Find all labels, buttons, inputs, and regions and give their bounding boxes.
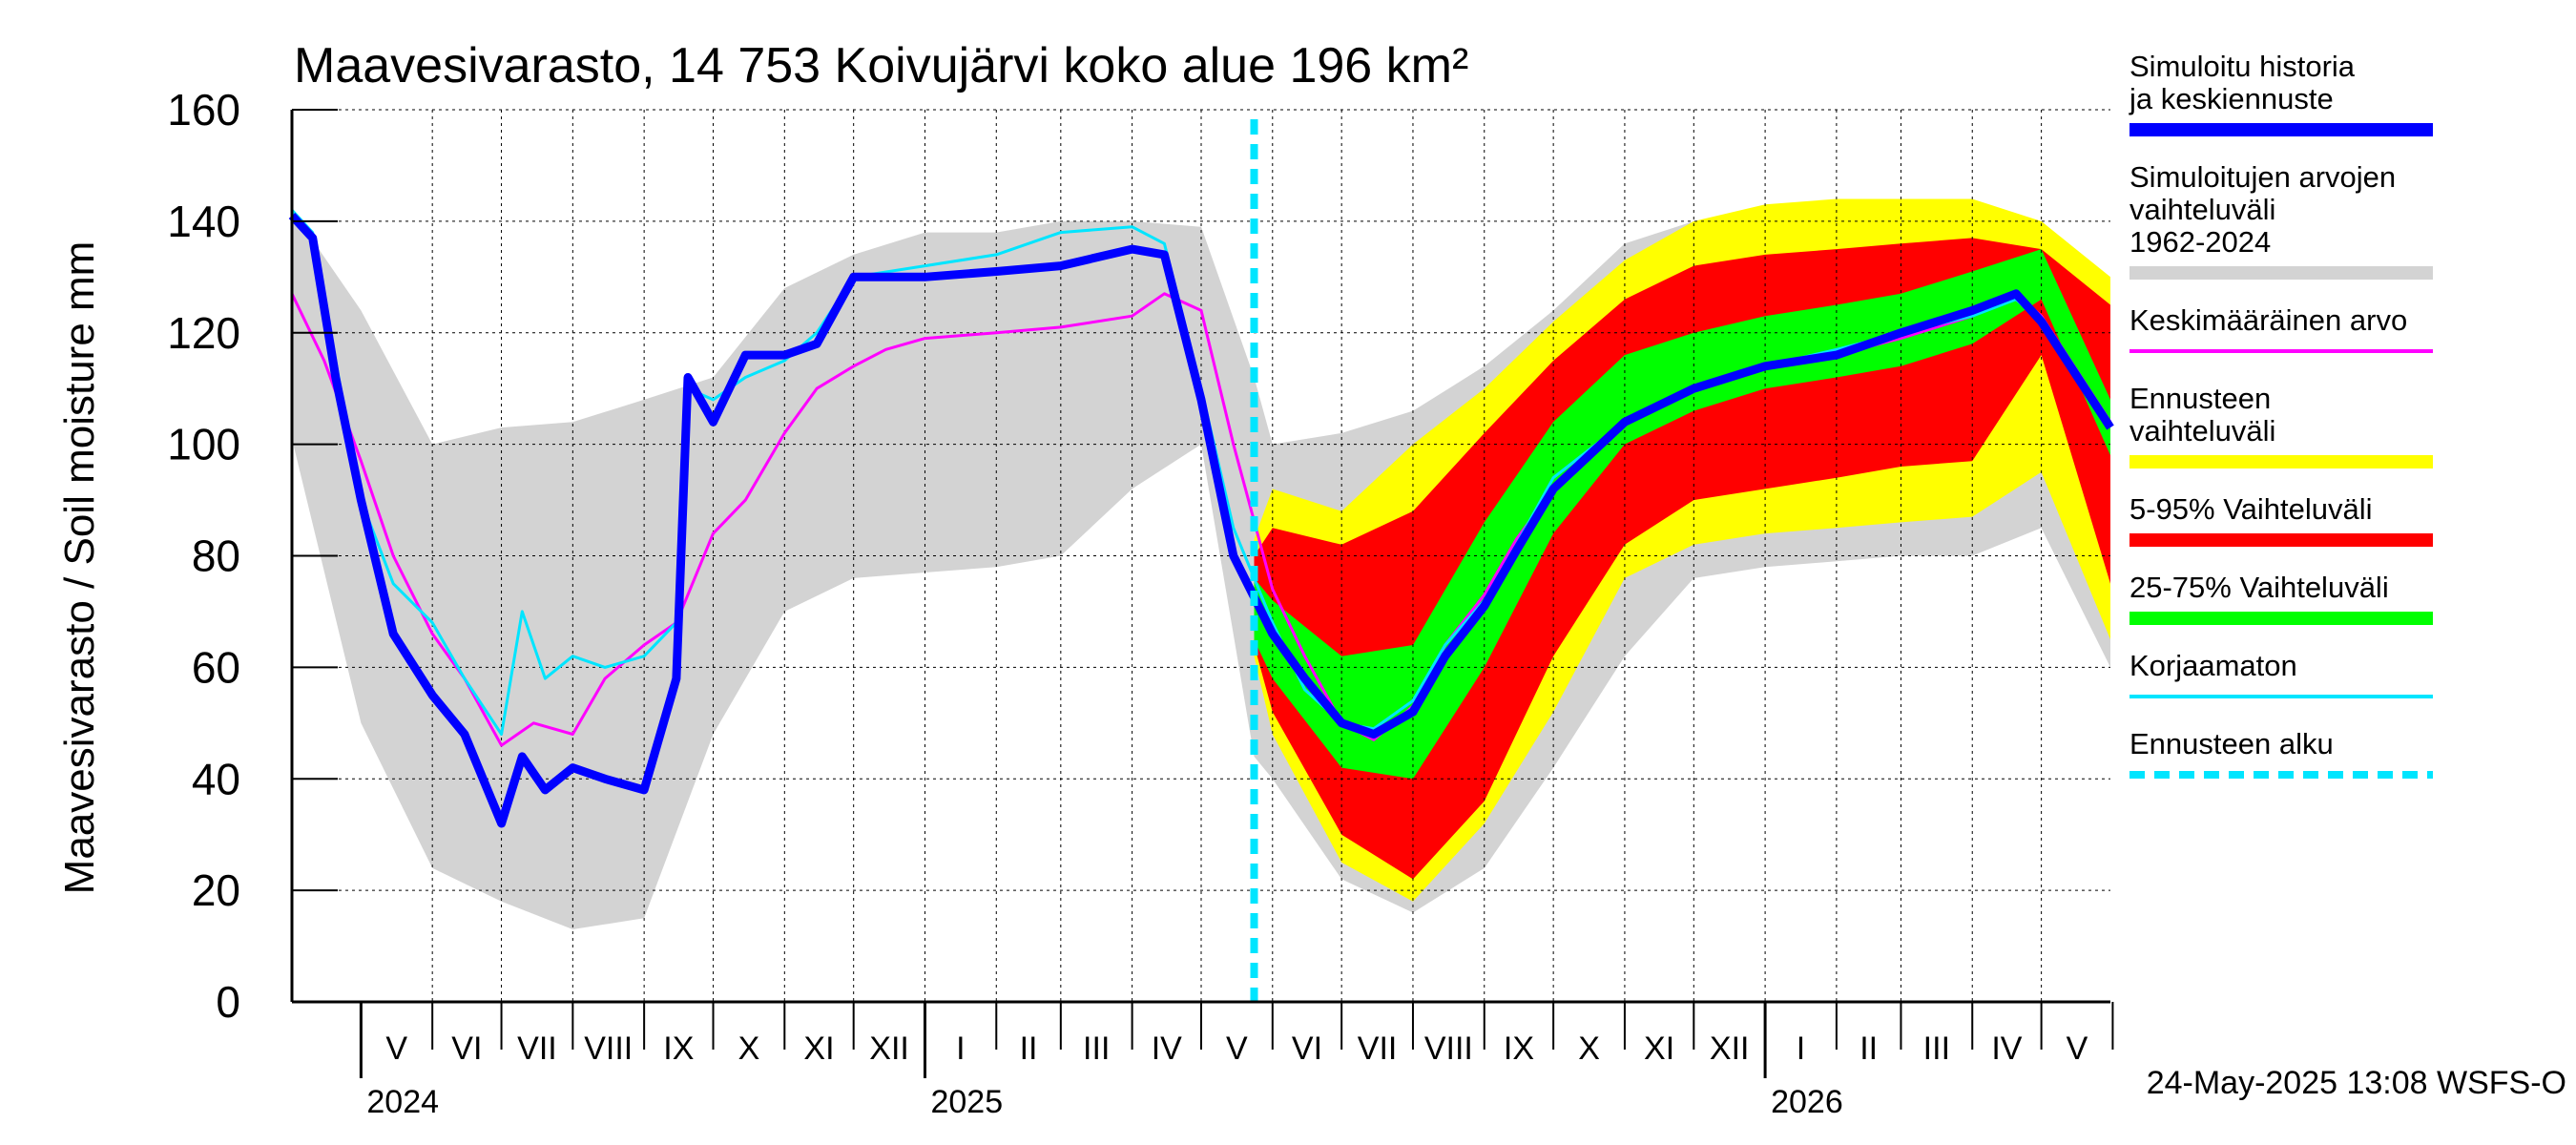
x-month-label: VIII bbox=[1424, 1030, 1473, 1067]
x-month-label: V bbox=[1226, 1030, 1248, 1067]
legend-item-5-95-vaihteluv-li: 5-95% Vaihteluväli bbox=[2129, 492, 2433, 547]
x-month-label: VI bbox=[451, 1030, 482, 1067]
legend-item-label: Simuloitujen arvojen vaihteluväli 1962-202… bbox=[2129, 160, 2396, 259]
y-tick-label: 60 bbox=[192, 642, 240, 692]
x-month-label: XII bbox=[869, 1030, 909, 1067]
x-year-label: 2026 bbox=[1771, 1084, 1843, 1120]
x-month-label: I bbox=[956, 1030, 965, 1067]
legend-item-label: Ennusteen alku bbox=[2129, 727, 2334, 760]
legend-item-25-75-vaihteluv-li: 25-75% Vaihteluväli bbox=[2129, 571, 2433, 625]
x-month-label: VII bbox=[517, 1030, 557, 1067]
x-month-label: III bbox=[1923, 1030, 1950, 1067]
x-year-label: 2024 bbox=[366, 1084, 439, 1120]
x-month-label: VII bbox=[1358, 1030, 1398, 1067]
x-month-label: V bbox=[2067, 1030, 2088, 1067]
y-axis-label: Maavesivarasto / Soil moisture mm bbox=[56, 241, 103, 895]
chart-title: Maavesivarasto, 14 753 Koivujärvi koko a… bbox=[294, 38, 1468, 94]
x-month-label: III bbox=[1083, 1030, 1110, 1067]
legend: Simuloitu historia ja keskiennuste Simuloi… bbox=[2129, 50, 2433, 779]
y-tick-label: 80 bbox=[192, 531, 240, 581]
legend-item-ennusteen-alku: Ennusteen alku bbox=[2129, 727, 2433, 779]
x-month-label: II bbox=[1020, 1030, 1038, 1067]
x-month-label: XII bbox=[1710, 1030, 1750, 1067]
x-month-label: VIII bbox=[584, 1030, 633, 1067]
legend-item-label: Simuloitu historia ja keskiennuste bbox=[2129, 50, 2356, 115]
legend-item-korjaamaton: Korjaamaton bbox=[2129, 649, 2433, 698]
legend-item-keskim-r-inen-arvo: Keskimääräinen arvo bbox=[2129, 303, 2433, 353]
x-month-label: V bbox=[385, 1030, 407, 1067]
band-25-75-vaihteluv-li bbox=[1254, 249, 2110, 780]
footer-timestamp: 24-May-2025 13:08 WSFS-O bbox=[2147, 1065, 2566, 1101]
x-year-label: 2025 bbox=[930, 1084, 1003, 1120]
y-tick-label: 40 bbox=[192, 754, 240, 803]
x-month-label: IV bbox=[1991, 1030, 2022, 1067]
x-month-label: IV bbox=[1152, 1030, 1182, 1067]
y-tick-label: 100 bbox=[167, 420, 240, 469]
x-month-label: X bbox=[738, 1030, 760, 1067]
x-month-label: XI bbox=[803, 1030, 834, 1067]
x-month-label: XI bbox=[1644, 1030, 1674, 1067]
legend-item-ennusteen-vaihteluv-li: Ennusteen vaihteluväli bbox=[2129, 382, 2433, 468]
x-month-label: IX bbox=[663, 1030, 694, 1067]
y-tick-label: 140 bbox=[167, 197, 240, 246]
grid-layer bbox=[292, 109, 2110, 1002]
y-tick-label: 120 bbox=[167, 308, 240, 358]
x-month-label: VI bbox=[1292, 1030, 1322, 1067]
series-layer bbox=[288, 119, 2114, 1002]
x-month-label: IX bbox=[1504, 1030, 1534, 1067]
legend-item-label: Ennusteen vaihteluväli bbox=[2129, 382, 2275, 448]
y-tick-label: 160 bbox=[167, 85, 240, 135]
y-tick-label: 20 bbox=[192, 865, 240, 915]
legend-item-simuloitu-historia-ja-keskiennuste: Simuloitu historia ja keskiennuste bbox=[2129, 50, 2433, 136]
band-5-95-vaihteluv-li bbox=[1254, 238, 2110, 880]
x-month-label: X bbox=[1578, 1030, 1600, 1067]
legend-item-label: Keskimääräinen arvo bbox=[2129, 303, 2407, 337]
legend-item-label: Korjaamaton bbox=[2129, 649, 2297, 682]
legend-item-simuloitujen-arvojen-vaihteluv-li-1962-2024: Simuloitujen arvojen vaihteluväli 1962-202… bbox=[2129, 160, 2433, 280]
y-tick-label: 0 bbox=[216, 977, 240, 1027]
series-simuloitu-historia-ja-keskiennuste bbox=[288, 212, 2114, 828]
x-month-label: I bbox=[1797, 1030, 1805, 1067]
x-month-label: II bbox=[1859, 1030, 1878, 1067]
legend-item-label: 5-95% Vaihteluväli bbox=[2129, 492, 2372, 526]
bands-layer bbox=[292, 198, 2110, 929]
legend-item-label: 25-75% Vaihteluväli bbox=[2129, 571, 2389, 604]
